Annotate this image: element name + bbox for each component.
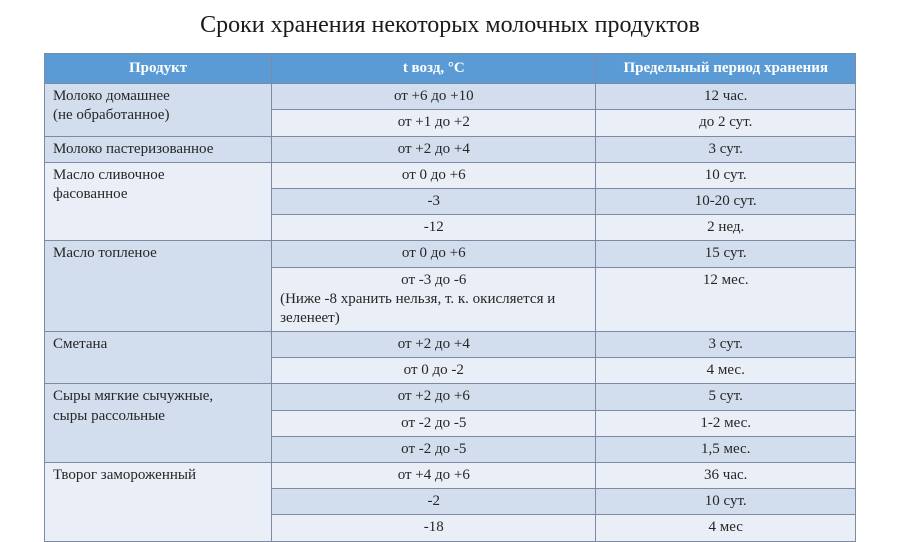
period-cell: 36 час. [596,463,856,489]
period-cell: 2 нед. [596,215,856,241]
product-cell: Сыры мягкие сычужные,сыры рассольные [45,384,272,463]
temp-cell: -18 [272,515,596,541]
col-header-product: Продукт [45,54,272,84]
temp-cell: от +2 до +6 [272,384,596,410]
period-cell: 10 сут. [596,489,856,515]
period-cell: 5 сут. [596,384,856,410]
period-cell: 3 сут. [596,332,856,358]
period-cell: 10-20 сут. [596,188,856,214]
product-cell: Молоко пастеризованное [45,136,272,162]
period-cell: 1,5 мес. [596,436,856,462]
period-cell: 1-2 мес. [596,410,856,436]
temp-cell: от 0 до +6 [272,241,596,267]
period-cell: 4 мес. [596,358,856,384]
period-cell: до 2 сут. [596,110,856,136]
period-cell: 12 час. [596,84,856,110]
temp-cell: -12 [272,215,596,241]
temp-cell: от +2 до +4 [272,136,596,162]
product-cell: Масло топленое [45,241,272,332]
temp-cell: от 0 до +6 [272,162,596,188]
period-cell: 10 сут. [596,162,856,188]
table-body: Молоко домашнее(не обработанное)от +6 до… [45,84,856,541]
temp-cell: от -2 до -5 [272,410,596,436]
product-cell: Молоко домашнее(не обработанное) [45,84,272,136]
table-row: Масло топленоеот 0 до +615 сут. [45,241,856,267]
temp-cell: от +2 до +4 [272,332,596,358]
table-header-row: Продукт t возд, °С Предельный период хра… [45,54,856,84]
product-cell: Творог замороженный [45,463,272,542]
table-row: Сметанаот +2 до +43 сут. [45,332,856,358]
col-header-period: Предельный период хранения [596,54,856,84]
table-row: Сыры мягкие сычужные,сыры рассольныеот +… [45,384,856,410]
temp-cell: -2 [272,489,596,515]
table-row: Молоко домашнее(не обработанное)от +6 до… [45,84,856,110]
temp-cell: от +6 до +10 [272,84,596,110]
period-cell: 12 мес. [596,267,856,332]
table-row: Молоко пастеризованноеот +2 до +43 сут. [45,136,856,162]
product-cell: Масло сливочноефасованное [45,162,272,241]
period-cell: 4 мес [596,515,856,541]
product-cell: Сметана [45,332,272,384]
temp-cell: от +4 до +6 [272,463,596,489]
page-title: Сроки хранения некоторых молочных продук… [44,12,856,39]
table-row: Масло сливочноефасованноеот 0 до +610 су… [45,162,856,188]
temp-cell: -3 [272,188,596,214]
temp-cell: от -2 до -5 [272,436,596,462]
temp-cell: от +1 до +2 [272,110,596,136]
period-cell: 3 сут. [596,136,856,162]
period-cell: 15 сут. [596,241,856,267]
col-header-temp: t возд, °С [272,54,596,84]
table-row: Творог замороженныйот +4 до +636 час. [45,463,856,489]
temp-cell: от 0 до -2 [272,358,596,384]
storage-table: Продукт t возд, °С Предельный период хра… [44,53,856,542]
temp-cell: от -3 до -6(Ниже -8 хранить нельзя, т. к… [272,267,596,332]
